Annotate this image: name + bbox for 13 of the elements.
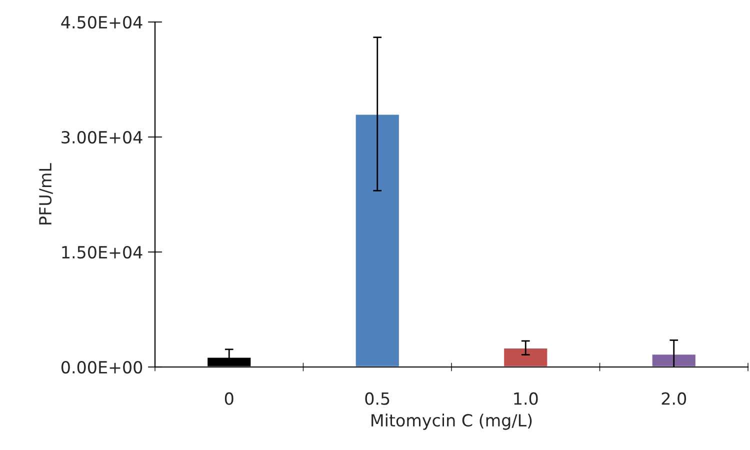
x-axis-title: Mitomycin C (mg/L) (372, 414, 532, 430)
x-tick-label: 0.5 (365, 392, 390, 405)
y-tick-label: 4.50E+04 (61, 16, 142, 29)
x-tick-label: 2.0 (662, 392, 686, 405)
bar (354, 113, 400, 367)
y-tick-label: 1.50E+04 (62, 246, 142, 259)
x-tick-label: 0 (224, 392, 234, 405)
bar (650, 353, 697, 367)
y-tick-label: 0.00E+00 (61, 360, 142, 374)
x-tick-label: 1.0 (514, 392, 538, 405)
y-axis-title: PFU/mL (39, 163, 53, 224)
y-tick-label: 3.00E+04 (62, 130, 142, 144)
bar (502, 347, 549, 367)
